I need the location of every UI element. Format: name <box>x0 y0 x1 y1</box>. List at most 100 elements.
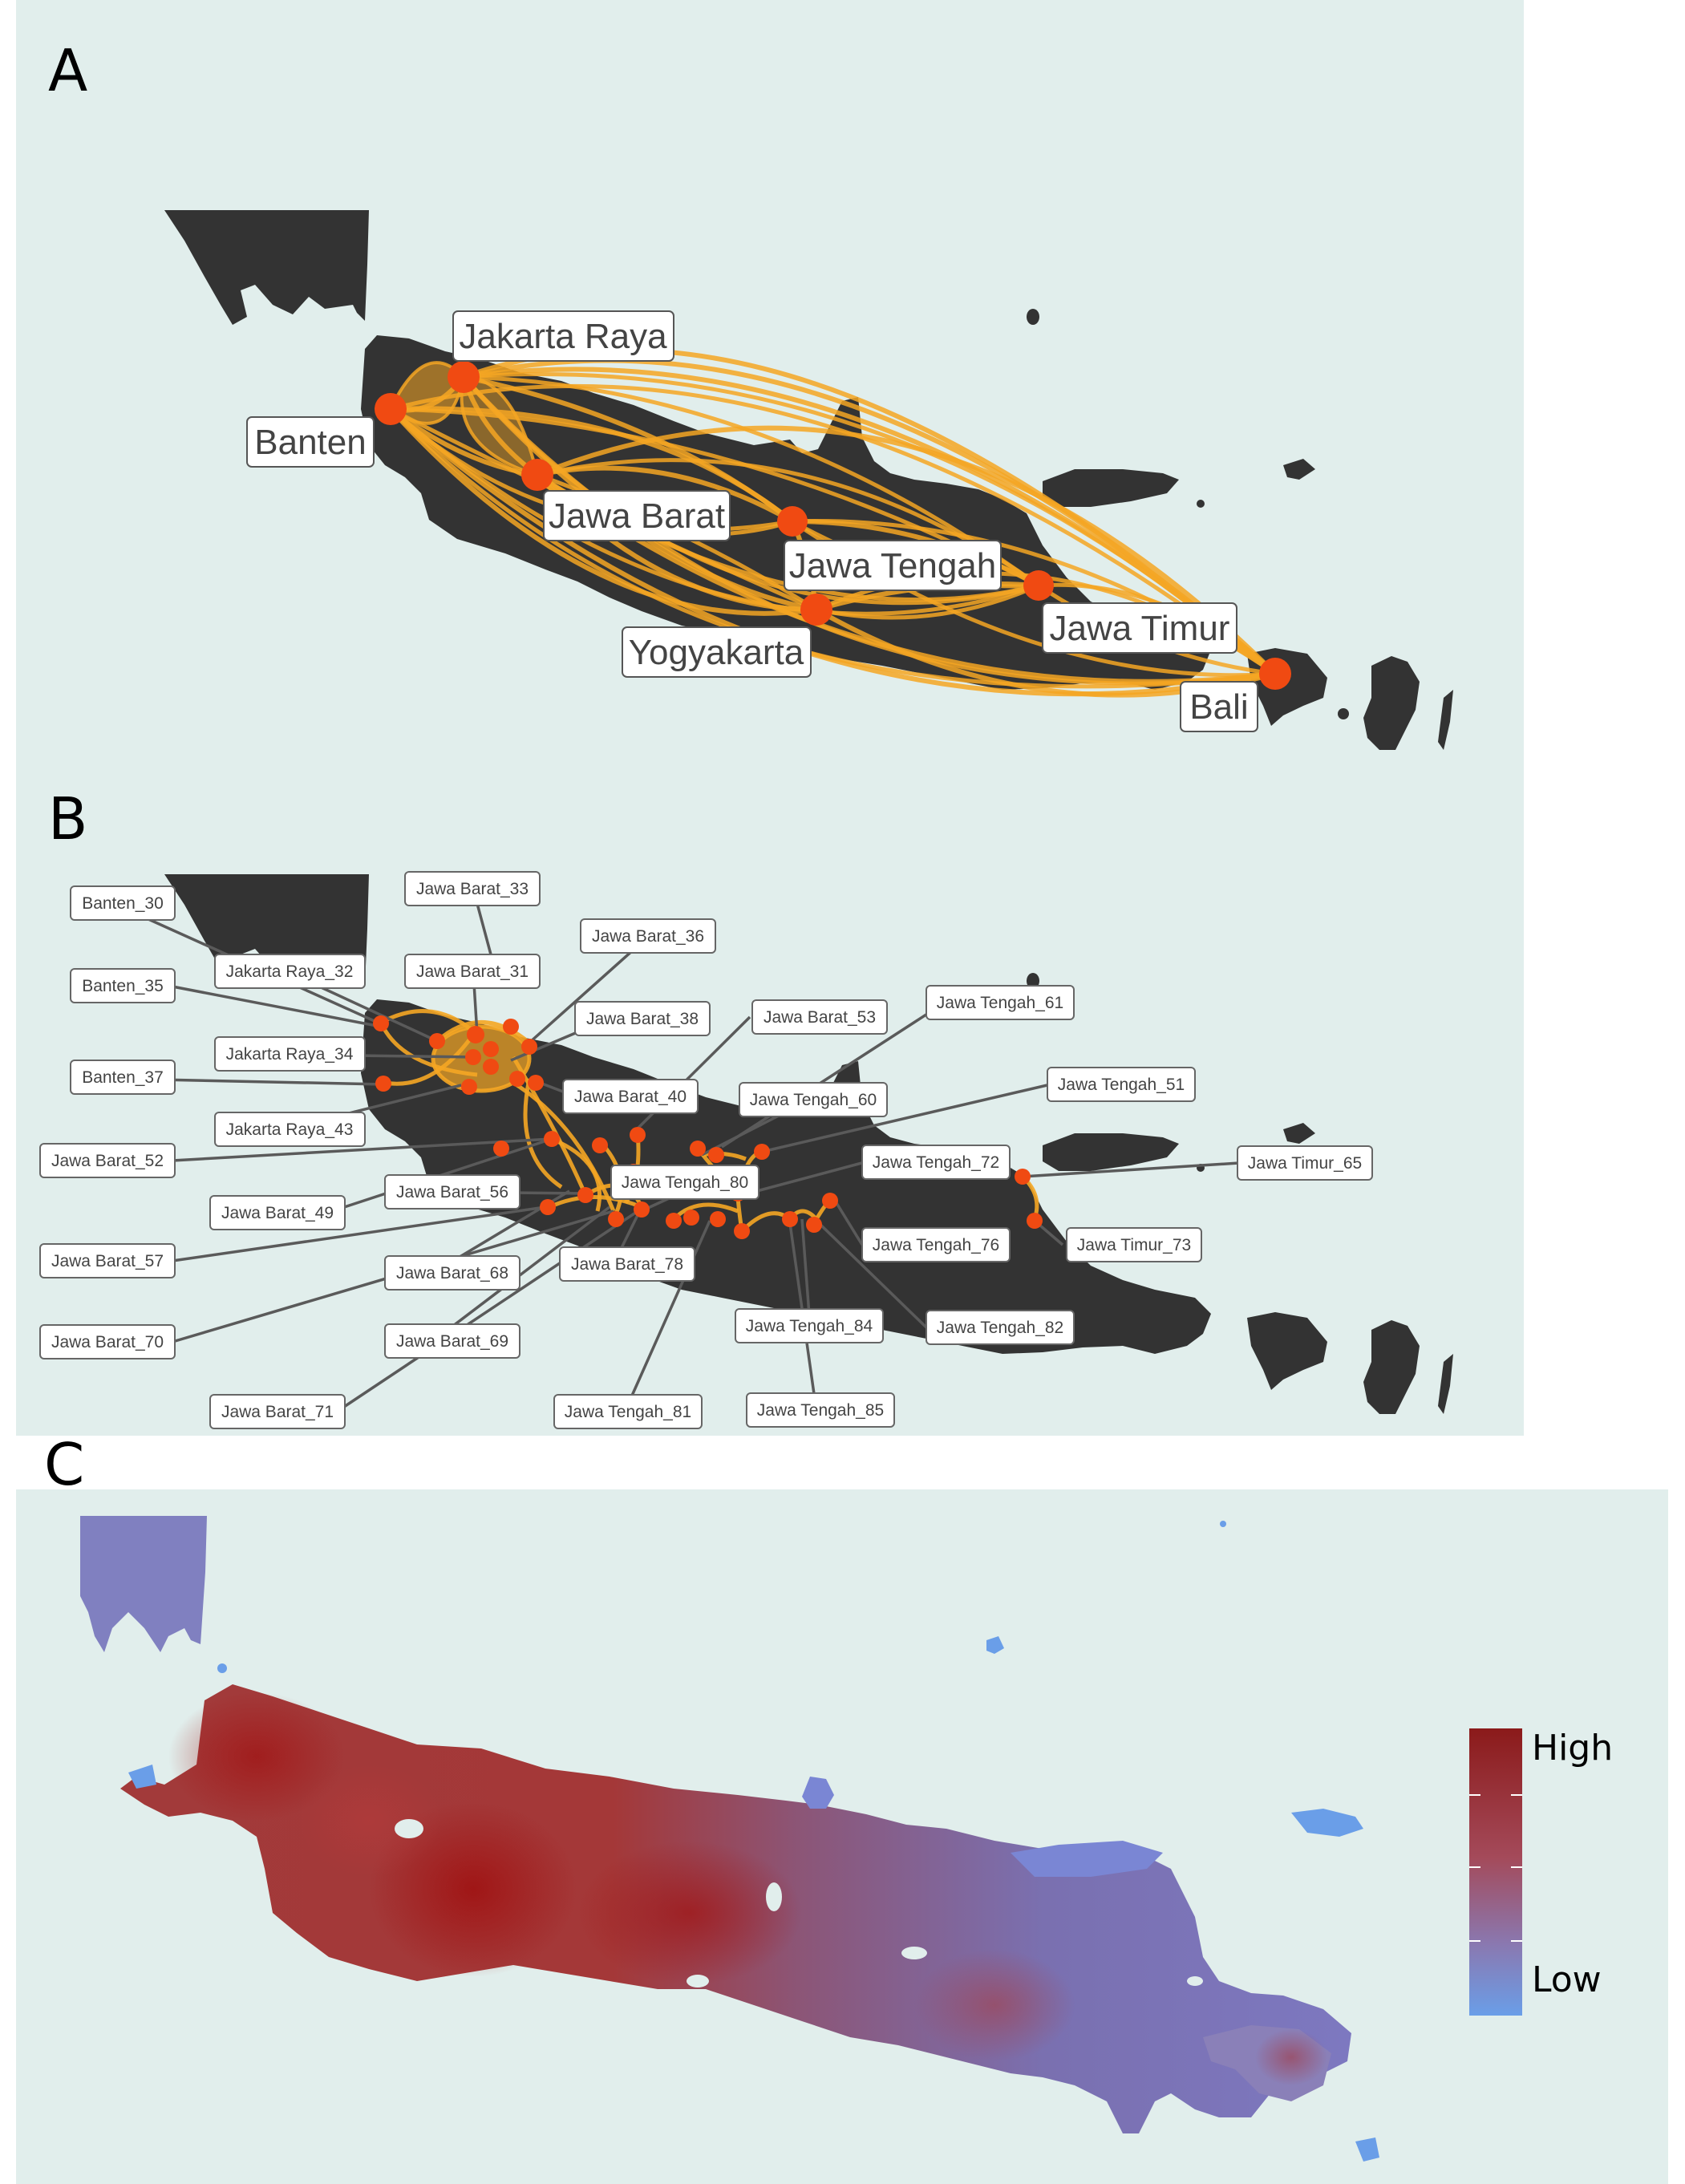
svg-text:Jakarta Raya: Jakarta Raya <box>459 317 667 356</box>
label-jakarta-raya-34: Jakarta Raya_34 <box>214 1036 366 1072</box>
madura-landmass <box>1043 469 1179 507</box>
label-jawa-barat-78: Jawa Barat_78 <box>559 1246 695 1282</box>
svg-text:Jawa Timur_73: Jawa Timur_73 <box>1077 1236 1191 1254</box>
panel-a-letter: A <box>48 37 88 104</box>
svg-text:Jawa Tengah_60: Jawa Tengah_60 <box>750 1091 877 1109</box>
madura-heat <box>1011 1841 1163 1877</box>
label-jawa-barat-36: Jawa Barat_36 <box>580 918 716 954</box>
madura-landmass <box>1043 1133 1179 1171</box>
island-small <box>1283 459 1315 480</box>
node-jatim <box>1023 570 1054 601</box>
madura-heat <box>802 1777 834 1809</box>
label-jawa-barat-71: Jawa Barat_71 <box>209 1394 346 1429</box>
panel-c-legend: High Low <box>1469 1728 1613 2016</box>
label-yogya: Yogyakarta <box>622 626 812 678</box>
label-jabar: Jawa Barat <box>543 490 731 541</box>
svg-text:Jawa Barat_49: Jawa Barat_49 <box>221 1204 334 1222</box>
node-jakarta <box>448 361 480 393</box>
panel-a-labels: Jakarta Raya Banten Jawa Barat Jawa Teng… <box>246 310 1258 732</box>
svg-text:Jawa Tengah_61: Jawa Tengah_61 <box>937 994 1063 1012</box>
svg-text:Jawa Tengah_82: Jawa Tengah_82 <box>937 1319 1063 1337</box>
svg-text:Jawa Tengah_85: Jawa Tengah_85 <box>757 1401 884 1420</box>
island-small <box>1027 309 1039 325</box>
label-jawa-tengah-84: Jawa Tengah_84 <box>735 1308 884 1343</box>
sumatra-heat <box>80 1516 207 1652</box>
svg-text:Jawa Tengah_51: Jawa Tengah_51 <box>1058 1076 1185 1094</box>
island-small <box>1283 1123 1315 1144</box>
node-jateng <box>777 506 808 537</box>
svg-text:Jawa Barat_57: Jawa Barat_57 <box>51 1252 164 1270</box>
svg-text:Jawa Barat_38: Jawa Barat_38 <box>586 1010 699 1028</box>
sumbawa-edge-landmass <box>1438 690 1453 750</box>
label-jawa-barat-31: Jawa Barat_31 <box>404 954 541 989</box>
label-banten-30: Banten_30 <box>70 885 176 921</box>
svg-text:Jawa Barat_52: Jawa Barat_52 <box>51 1152 164 1170</box>
label-banten: Banten <box>246 416 375 468</box>
svg-text:Banten: Banten <box>254 423 366 462</box>
label-jakarta-raya-43: Jakarta Raya_43 <box>214 1112 366 1147</box>
svg-text:Jakarta Raya_32: Jakarta Raya_32 <box>226 962 354 981</box>
node-bali <box>1259 658 1291 690</box>
legend-gradient-bar <box>1469 1728 1522 2016</box>
label-jawa-timur-73: Jawa Timur_73 <box>1066 1227 1202 1262</box>
svg-text:Jawa Tengah_72: Jawa Tengah_72 <box>873 1153 999 1172</box>
svg-text:Jawa Barat_68: Jawa Barat_68 <box>396 1264 508 1282</box>
label-jawa-tengah-81: Jawa Tengah_81 <box>553 1394 703 1429</box>
node-yogya <box>800 594 832 626</box>
svg-text:Jakarta Raya_34: Jakarta Raya_34 <box>226 1045 354 1064</box>
label-jawa-barat-38: Jawa Barat_38 <box>574 1001 711 1036</box>
svg-text:Jawa Tengah: Jawa Tengah <box>789 546 997 586</box>
label-jawa-tengah-82: Jawa Tengah_82 <box>926 1310 1075 1345</box>
label-jawa-barat-53: Jawa Barat_53 <box>751 999 888 1035</box>
island-heat <box>1291 1809 1363 1837</box>
svg-text:Bali: Bali <box>1189 687 1248 727</box>
sumatra-landmass <box>164 210 369 325</box>
label-jawa-barat-57: Jawa Barat_57 <box>39 1243 176 1278</box>
panel-b-labels: Banten_30 Banten_35 Banten_37 Jawa Barat… <box>39 871 1373 1429</box>
island-heat <box>1355 2137 1379 2162</box>
label-jawa-tengah-85: Jawa Tengah_85 <box>746 1392 895 1428</box>
label-jakarta: Jakarta Raya <box>452 310 674 362</box>
svg-text:Jawa Tengah_76: Jawa Tengah_76 <box>873 1236 999 1254</box>
svg-text:Jawa Barat_31: Jawa Barat_31 <box>416 962 529 981</box>
panel-c-heatmap <box>80 1516 1379 2162</box>
label-jateng: Jawa Tengah <box>784 540 1002 591</box>
island-heat <box>986 1636 1004 1654</box>
svg-text:Jawa Barat_69: Jawa Barat_69 <box>396 1332 508 1351</box>
label-jawa-tengah-72: Jawa Tengah_72 <box>861 1145 1011 1180</box>
label-jawa-timur-65: Jawa Timur_65 <box>1237 1145 1373 1181</box>
svg-text:Jawa Tengah_81: Jawa Tengah_81 <box>565 1403 691 1421</box>
svg-text:Yogyakarta: Yogyakarta <box>629 633 804 672</box>
label-jawa-barat-56: Jawa Barat_56 <box>384 1174 520 1210</box>
label-jawa-barat-68: Jawa Barat_68 <box>384 1255 520 1291</box>
panel-c-letter: C <box>44 1431 85 1498</box>
panel-b-letter: B <box>48 785 88 853</box>
svg-text:Jawa Barat: Jawa Barat <box>549 496 725 536</box>
label-jawa-barat-40: Jawa Barat_40 <box>562 1079 699 1114</box>
panel-a-nodes <box>375 361 1291 690</box>
svg-text:Jawa Barat_33: Jawa Barat_33 <box>416 880 529 898</box>
label-jawa-barat-52: Jawa Barat_52 <box>39 1143 176 1178</box>
label-jawa-tengah-80: Jawa Tengah_80 <box>610 1165 759 1200</box>
label-jawa-tengah-61: Jawa Tengah_61 <box>926 985 1075 1020</box>
svg-text:Banten_30: Banten_30 <box>82 894 164 913</box>
label-jatim: Jawa Timur <box>1042 602 1237 654</box>
island-heat <box>128 1765 156 1789</box>
svg-text:Jawa Barat_36: Jawa Barat_36 <box>592 927 704 946</box>
svg-text:Jawa Barat_53: Jawa Barat_53 <box>764 1008 876 1027</box>
lombok-landmass <box>1363 656 1420 750</box>
label-jawa-tengah-51: Jawa Tengah_51 <box>1047 1067 1196 1102</box>
bali-landmass <box>1247 1312 1327 1390</box>
node-banten <box>375 393 407 425</box>
lombok-landmass <box>1363 1320 1420 1414</box>
svg-text:Banten_35: Banten_35 <box>82 977 164 995</box>
label-jawa-tengah-76: Jawa Tengah_76 <box>861 1227 1011 1262</box>
svg-text:Banten_37: Banten_37 <box>82 1068 164 1087</box>
panel-b-nodes <box>373 1015 1043 1239</box>
node-jabar <box>521 459 553 491</box>
legend-high-label: High <box>1532 1728 1613 1769</box>
label-jawa-barat-70: Jawa Barat_70 <box>39 1324 176 1359</box>
label-bali: Bali <box>1180 681 1258 732</box>
svg-text:Jawa Barat_56: Jawa Barat_56 <box>396 1183 508 1201</box>
